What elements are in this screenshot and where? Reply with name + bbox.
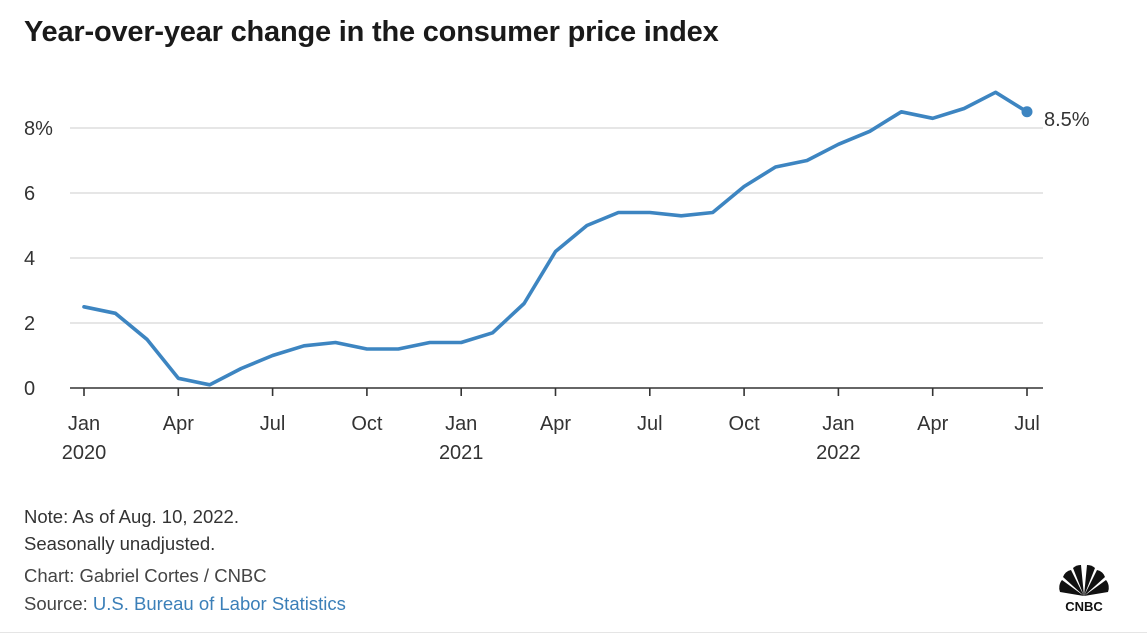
x-tick-label: Oct bbox=[729, 413, 761, 435]
x-tick-label: Apr bbox=[917, 413, 948, 435]
series-layer: 8.5% bbox=[82, 90, 1090, 387]
x-tick-label: Oct bbox=[351, 413, 383, 435]
x-tick-year: 2020 bbox=[62, 442, 107, 464]
x-tick-label: Jul bbox=[637, 413, 663, 435]
chart-credit: Chart: Gabriel Cortes / CNBC bbox=[24, 565, 267, 586]
x-tick-label: Jul bbox=[1014, 413, 1040, 435]
end-point-marker bbox=[1021, 106, 1033, 118]
x-tick-label: Apr bbox=[540, 413, 571, 435]
note-seasonal: Seasonally unadjusted. bbox=[24, 533, 216, 554]
note-date: Note: As of Aug. 10, 2022. bbox=[24, 506, 239, 527]
y-tick-label: 8% bbox=[24, 118, 53, 140]
x-tick-label: Jan bbox=[822, 413, 854, 435]
y-tick-label: 4 bbox=[24, 248, 35, 270]
x-tick-label: Jul bbox=[260, 413, 286, 435]
x-tick-label: Jan bbox=[68, 413, 100, 435]
logo-text: CNBC bbox=[1065, 599, 1103, 614]
x-tick-label: Apr bbox=[163, 413, 194, 435]
cnbc-logo-icon: CNBC bbox=[1059, 564, 1109, 614]
y-tick-label: 0 bbox=[24, 378, 35, 400]
chart-title: Year-over-year change in the consumer pr… bbox=[24, 16, 719, 48]
y-tick-label: 6 bbox=[24, 183, 35, 205]
x-tick-year: 2021 bbox=[439, 442, 484, 464]
source-line: Source: U.S. Bureau of Labor Statistics bbox=[24, 593, 346, 615]
series-line-cpi bbox=[82, 90, 1029, 387]
source-prefix: Source: bbox=[24, 593, 93, 614]
source-link[interactable]: U.S. Bureau of Labor Statistics bbox=[92, 593, 346, 614]
bottom-divider bbox=[0, 632, 1147, 633]
y-tick-label: 2 bbox=[24, 313, 35, 335]
x-tick-label: Jan bbox=[445, 413, 477, 435]
y-axis-labels: 0 2 4 6 8% bbox=[24, 118, 53, 400]
x-tick-year: 2022 bbox=[816, 442, 861, 464]
end-value-label: 8.5% bbox=[1044, 109, 1090, 131]
gridlines bbox=[70, 127, 1043, 324]
x-axis-labels: Jan 2020 Apr Jul Oct Jan 2021 Apr Jul Oct Jan 2022 A… bbox=[62, 388, 1040, 464]
